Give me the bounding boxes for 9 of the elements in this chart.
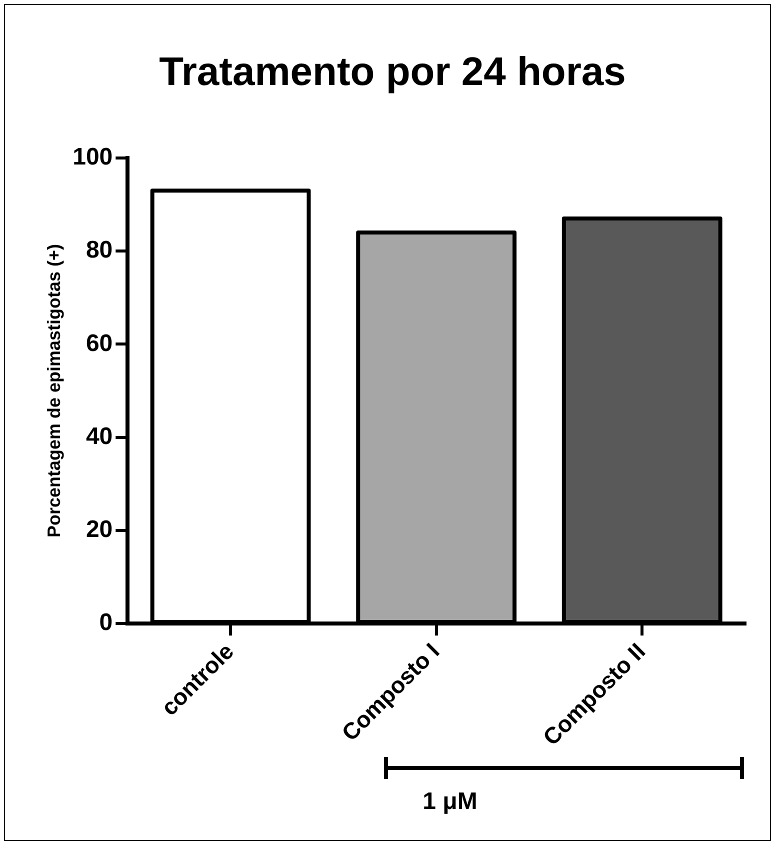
chart-title: Tratamento por 24 horas — [159, 50, 626, 94]
y-tick-label: 60 — [86, 330, 113, 357]
y-tick-label: 20 — [86, 516, 113, 544]
text: 1 μM — [422, 788, 478, 816]
y-tick-label: 40 — [86, 422, 113, 450]
y-tick-label: 100 — [72, 144, 113, 171]
y-tick-label: 80 — [86, 236, 113, 264]
y-axis-title: Porcentagem de epimastigotas (+) — [44, 244, 64, 538]
y-tick-label: 0 — [99, 609, 113, 636]
